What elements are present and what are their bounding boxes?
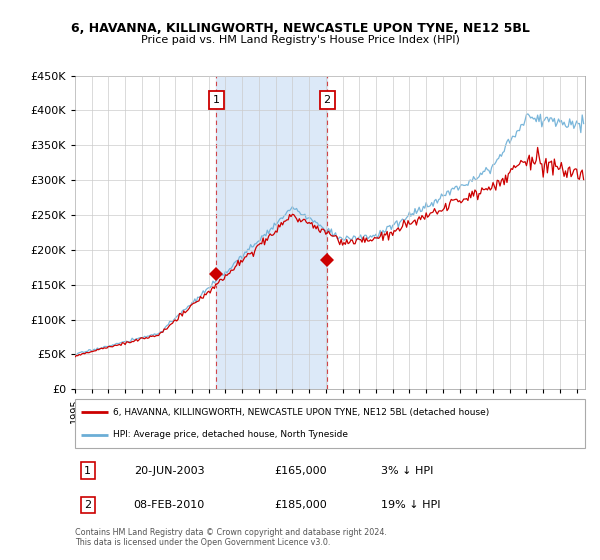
Text: 3% ↓ HPI: 3% ↓ HPI	[381, 466, 433, 475]
Text: Contains HM Land Registry data © Crown copyright and database right 2024.
This d: Contains HM Land Registry data © Crown c…	[75, 528, 387, 547]
Bar	[217, 76, 327, 389]
Text: 6, HAVANNA, KILLINGWORTH, NEWCASTLE UPON TYNE, NE12 5BL (detached house): 6, HAVANNA, KILLINGWORTH, NEWCASTLE UPON…	[113, 408, 490, 417]
Text: 1: 1	[84, 466, 91, 475]
Text: 6, HAVANNA, KILLINGWORTH, NEWCASTLE UPON TYNE, NE12 5BL: 6, HAVANNA, KILLINGWORTH, NEWCASTLE UPON…	[71, 22, 529, 35]
Text: £185,000: £185,000	[274, 500, 326, 510]
Text: Price paid vs. HM Land Registry's House Price Index (HPI): Price paid vs. HM Land Registry's House …	[140, 35, 460, 45]
Text: HPI: Average price, detached house, North Tyneside: HPI: Average price, detached house, Nort…	[113, 430, 348, 439]
Text: 1: 1	[213, 95, 220, 105]
Text: 2: 2	[323, 95, 331, 105]
Text: 08-FEB-2010: 08-FEB-2010	[134, 500, 205, 510]
Text: 19% ↓ HPI: 19% ↓ HPI	[381, 500, 440, 510]
Text: 20-JUN-2003: 20-JUN-2003	[134, 466, 204, 475]
Text: £165,000: £165,000	[274, 466, 326, 475]
Text: 2: 2	[84, 500, 91, 510]
FancyBboxPatch shape	[75, 399, 585, 448]
